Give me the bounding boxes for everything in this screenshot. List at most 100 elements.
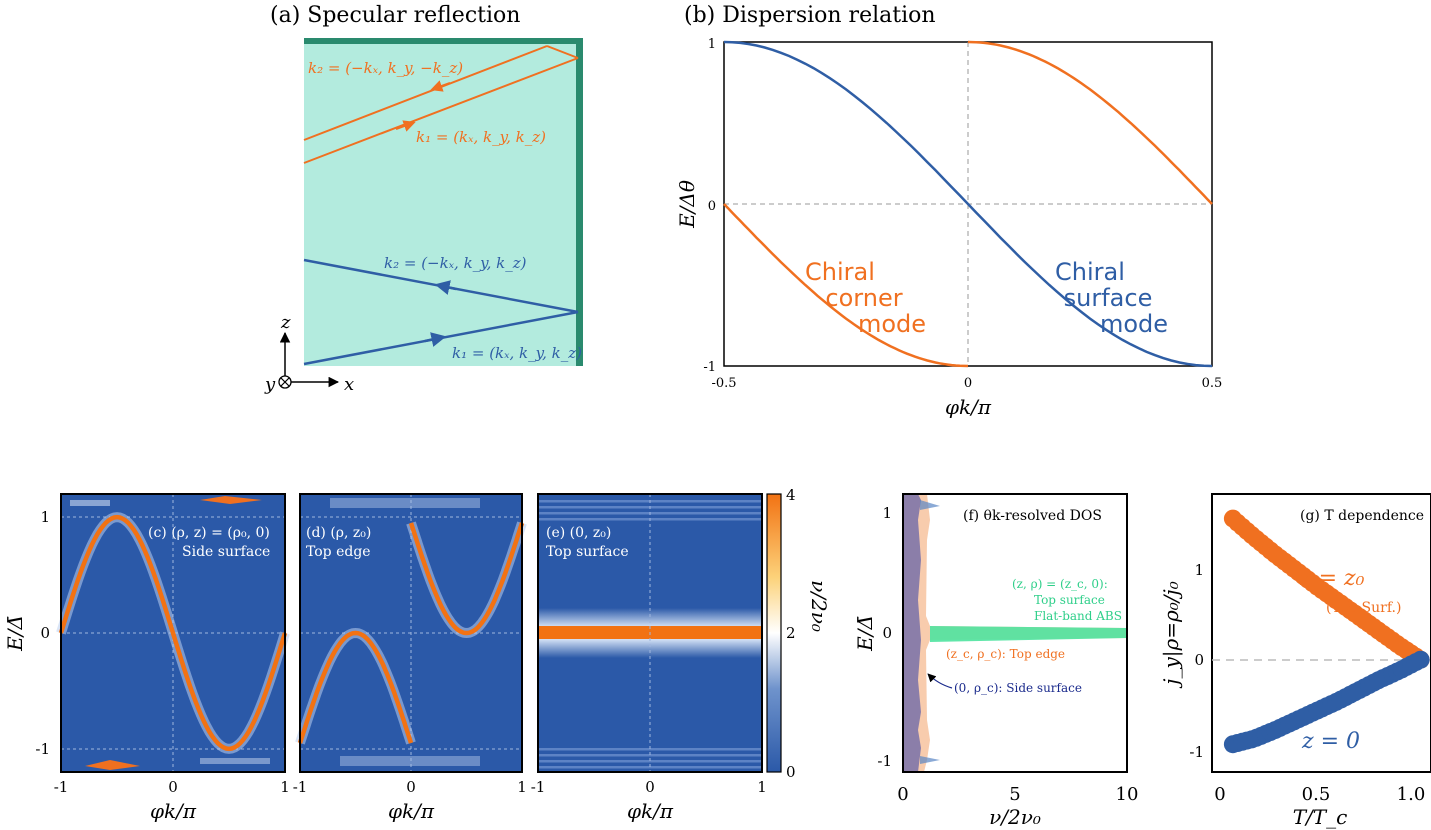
corner-mode-line1: Chiral	[805, 258, 875, 286]
surface-mode-line3: mode	[1100, 310, 1168, 338]
c-continuum-bottom-orange	[85, 760, 140, 770]
g-ytick-1: 1	[1194, 561, 1204, 579]
f-xtick-0: 0	[897, 784, 908, 805]
g-series2-label: z = 0	[1301, 729, 1360, 754]
d-continuum-bottom	[340, 756, 480, 766]
f-legend-green-1: (z, ρ) = (z_c, 0):	[1012, 577, 1108, 591]
c-label: (c) (ρ, z) = (ρ₀, 0)	[148, 525, 270, 541]
d-continuum-top	[330, 498, 480, 508]
surface-mode-line1: Chiral	[1055, 258, 1125, 286]
f-legend-green-3: Flat-band ABS	[1034, 609, 1122, 623]
b-ytick-m1: -1	[703, 360, 716, 375]
f-xtick-5: 5	[1009, 784, 1020, 805]
b-xlabel: φk/π	[945, 395, 992, 419]
b-xtick-m05: -0.5	[711, 376, 736, 391]
g-series1-sublabel: (Top Surf.)	[1326, 600, 1401, 616]
c-band-line	[58, 514, 288, 752]
orange-arrow-k2	[430, 80, 451, 92]
b-xtick-0: 0	[964, 376, 972, 391]
c-ytick-m1: -1	[35, 740, 50, 758]
e-sublabel: Top surface	[546, 544, 629, 560]
reflecting-wall	[576, 38, 583, 366]
d-xlabel: φk/π	[388, 799, 435, 823]
c-ytick-1: 1	[40, 508, 50, 526]
d-band-lower	[297, 630, 414, 744]
e-xlabel: φk/π	[627, 799, 674, 823]
g-point-s1-40	[1411, 650, 1430, 669]
e-label: (e) (0, z₀)	[546, 525, 611, 541]
colorbar: 4 2 0 ν/2ν₀	[766, 486, 831, 781]
e-continuum-stripe-5	[538, 754, 762, 757]
b-series-line-0	[723, 40, 1213, 368]
g-xlabel: T/T_c	[1293, 805, 1348, 829]
panel-b-title: (b) Dispersion relation	[684, 3, 936, 28]
orange-ray-inner	[303, 57, 579, 164]
f-ytick-0: 0	[882, 624, 892, 642]
panel-a-title: (a) Specular reflection	[270, 3, 520, 28]
g-xtick-1: 1.0	[1397, 784, 1426, 805]
axis-z-label: z	[280, 312, 291, 333]
panel-g: (g) T dependence z = z₀ (Top Surf.) z = …	[1159, 493, 1431, 829]
blue-k1-label: k₁ = (kₓ, k_y, k_z)	[452, 344, 582, 362]
c-continuum-top	[70, 500, 110, 506]
cb-tick-2: 2	[786, 624, 796, 642]
b-ylabel: E/Δθ	[675, 180, 699, 229]
orange-arrow-k1	[395, 120, 416, 132]
reflection-medium	[304, 38, 580, 366]
c-ytick-0: 0	[40, 624, 50, 642]
d-xtick-m1: -1	[293, 778, 308, 796]
f-legend-green-2: Top surface	[1034, 593, 1105, 607]
c-continuum-bottom	[200, 758, 270, 764]
corner-mode-line2: corner	[825, 284, 902, 312]
f-ytick-1: 1	[882, 504, 892, 522]
f-flat-band-abs	[930, 626, 1127, 642]
cross-mark-icon	[280, 377, 290, 387]
axis-x-label: x	[344, 374, 354, 395]
e-continuum-stripe-6	[538, 760, 762, 763]
heatmap-e-frame	[537, 493, 763, 773]
e-continuum-stripe-4	[538, 748, 762, 751]
panel-e: (e) (0, z₀) Top surface -1 0 1 φk/π	[531, 493, 767, 823]
panel-b: (b) Dispersion relation 1 0 -1 -0.5 0 0.…	[675, 3, 1222, 419]
c-xtick-m1: -1	[54, 778, 69, 796]
blue-arrow-k2	[434, 280, 457, 295]
heatmap-c-frame	[60, 493, 286, 773]
corner-mode-line3: mode	[858, 310, 926, 338]
blue-arrow-k1	[424, 332, 447, 347]
axis-y-label: y	[264, 374, 276, 395]
orange-ray-reflect-top	[546, 45, 579, 59]
surface-mode-line2: surface	[1064, 284, 1153, 312]
c-ylabel: E/Δ̄	[3, 615, 27, 652]
top-wall	[304, 38, 583, 44]
b-series-line-1	[723, 203, 969, 368]
f-legend-orange: (z_c, ρ_c): Top edge	[946, 647, 1065, 661]
e-xtick-1: 1	[757, 778, 767, 796]
blue-k2-label: k₂ = (−kₓ, k_y, k_z)	[384, 254, 527, 272]
f-side-surface-arrow	[927, 673, 953, 689]
c-xtick-0: 0	[168, 778, 178, 796]
g-ytick-m1: -1	[1189, 743, 1204, 761]
f-ytick-m1: -1	[877, 752, 892, 770]
d-sublabel: Top edge	[306, 544, 371, 560]
c-sublabel: Side surface	[182, 544, 270, 560]
g-title: (g) T dependence	[1300, 508, 1424, 524]
b-ytick-0: 0	[708, 199, 716, 214]
g-ytick-0: 0	[1194, 651, 1204, 669]
d-band-upper	[408, 522, 525, 636]
heatmap-d-frame	[299, 493, 523, 773]
colorbar-label: ν/2ν₀	[807, 580, 831, 632]
panel-c: (c) (ρ, z) = (ρ₀, 0) Side surface 1 0 -1…	[3, 493, 290, 823]
cb-tick-4: 4	[786, 486, 796, 504]
orange-ray-outer	[303, 45, 548, 141]
e-xtick-0: 0	[645, 778, 655, 796]
f-legend-navy: (0, ρ_c): Side surface	[954, 681, 1082, 695]
g-series1-label: z = z₀	[1299, 566, 1365, 591]
c-xtick-1: 1	[280, 778, 290, 796]
plot-f-frame	[902, 493, 1128, 773]
f-title: (f) θk-resolved DOS	[963, 508, 1102, 524]
b-ytick-1: 1	[708, 37, 716, 52]
g-ylabel: j_y|ρ=ρ₀/j₀	[1159, 581, 1184, 689]
orange-k1-label: k₁ = (kₓ, k_y, k_z)	[416, 128, 546, 146]
panel-f: (f) θk-resolved DOS (z, ρ) = (z_c, 0): T…	[853, 493, 1138, 829]
